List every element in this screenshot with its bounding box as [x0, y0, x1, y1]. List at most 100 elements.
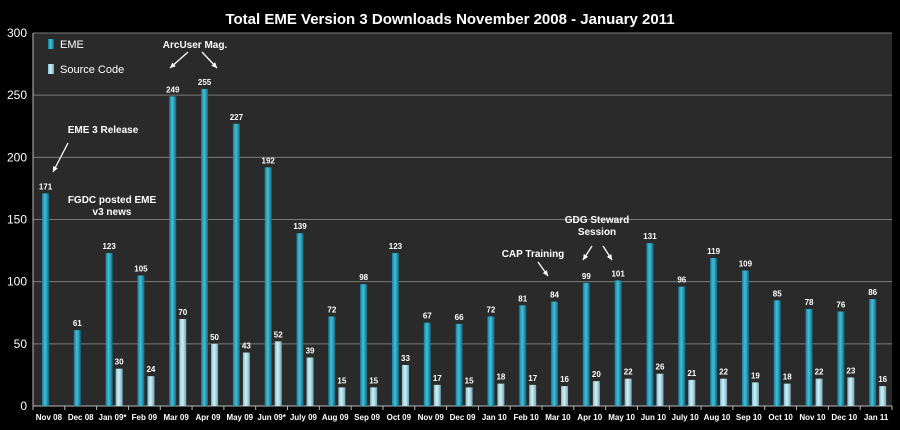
data-label-eme: 84 — [550, 291, 559, 300]
data-label-eme: 98 — [359, 273, 368, 282]
data-label-source-code: 24 — [146, 365, 155, 374]
x-tick-label: Aug 09 — [322, 413, 349, 422]
x-tick-label: Oct 10 — [768, 413, 793, 422]
x-tick-label: Sep 10 — [736, 413, 762, 422]
bar-source-code — [720, 378, 728, 406]
bar-source-code — [879, 386, 887, 406]
bar-eme — [391, 253, 399, 406]
data-label-source-code: 21 — [687, 369, 696, 378]
data-label-source-code: 39 — [306, 347, 315, 356]
bar-eme — [264, 167, 272, 406]
y-tick-label: 300 — [7, 26, 27, 40]
bar-source-code — [815, 378, 823, 406]
bar-source-code — [242, 352, 250, 406]
bar-source-code — [656, 373, 664, 406]
data-label-source-code: 26 — [656, 363, 665, 372]
arrow-head-icon — [542, 270, 548, 276]
data-label-source-code: 70 — [178, 308, 187, 317]
annotation-label: v3 news — [93, 207, 132, 218]
data-label-source-code: 33 — [401, 354, 410, 363]
data-label-source-code: 15 — [337, 376, 346, 385]
x-tick-label: May 10 — [608, 413, 635, 422]
x-tick-label: May 09 — [226, 413, 253, 422]
x-tick-label: Aug 10 — [704, 413, 731, 422]
data-label-eme: 81 — [518, 294, 527, 303]
data-label-source-code: 18 — [496, 373, 505, 382]
bar-eme — [646, 243, 654, 406]
data-label-eme: 78 — [805, 298, 814, 307]
data-label-source-code: 16 — [560, 375, 569, 384]
annotation-arrow — [52, 142, 69, 173]
bar-eme — [837, 311, 845, 406]
bar-source-code — [338, 387, 346, 406]
bar-eme — [678, 286, 686, 406]
bar-source-code — [274, 341, 282, 406]
bar-eme — [869, 299, 877, 406]
y-tick-label: 0 — [20, 399, 27, 413]
bar-eme — [423, 322, 431, 406]
data-label-eme: 67 — [423, 312, 432, 321]
bar-eme — [710, 258, 718, 406]
data-label-eme: 123 — [389, 242, 403, 251]
data-label-eme: 99 — [582, 272, 591, 281]
bar-source-code — [561, 386, 569, 406]
legend-label: Source Code — [60, 64, 124, 76]
bar-eme — [741, 270, 749, 406]
data-label-eme: 76 — [836, 301, 845, 310]
bar-source-code — [529, 384, 537, 406]
data-label-eme: 227 — [230, 113, 244, 122]
bar-source-code — [783, 383, 791, 406]
x-tick-label: Sep 09 — [354, 413, 380, 422]
x-tick-label: Jan 09* — [99, 413, 128, 422]
annotation-label: GDG Steward — [565, 215, 629, 226]
x-tick-label: Jan 10 — [482, 413, 507, 422]
bar-source-code — [370, 387, 378, 406]
bar-eme — [519, 305, 527, 406]
bar-eme — [232, 123, 240, 406]
data-label-eme: 119 — [707, 247, 720, 256]
data-label-source-code: 23 — [846, 366, 855, 375]
x-tick-label: Mar 09 — [163, 413, 189, 422]
data-label-eme: 192 — [262, 156, 276, 165]
x-tick-label: Nov 10 — [799, 413, 826, 422]
bar-source-code — [465, 387, 473, 406]
x-tick-label: Apr 09 — [196, 413, 221, 422]
bar-source-code — [592, 381, 600, 406]
data-label-eme: 61 — [73, 319, 82, 328]
x-tick-label: Jan 11 — [864, 413, 889, 422]
legend-swatch — [48, 39, 54, 49]
legend-label: EME — [60, 39, 84, 51]
arrow-head-icon — [53, 166, 58, 172]
bar-source-code — [497, 383, 505, 406]
x-tick-label: Jun 09* — [257, 413, 286, 422]
y-tick-label: 250 — [7, 88, 27, 102]
x-tick-label: Nov 08 — [36, 413, 63, 422]
data-label-eme: 101 — [611, 269, 625, 278]
bar-source-code — [115, 368, 123, 406]
annotation-label: Session — [578, 227, 616, 238]
data-label-eme: 139 — [293, 222, 307, 231]
data-label-eme: 66 — [455, 313, 464, 322]
x-tick-label: July 10 — [672, 413, 700, 422]
data-label-source-code: 18 — [783, 373, 792, 382]
bar-eme — [551, 301, 559, 406]
data-label-eme: 72 — [486, 305, 495, 314]
x-tick-label: July 09 — [290, 413, 318, 422]
x-tick-label: Mar 10 — [545, 413, 571, 422]
data-label-source-code: 16 — [878, 375, 887, 384]
bar-eme — [42, 193, 49, 406]
arrow-head-icon — [211, 62, 217, 68]
arrow-head-icon — [170, 62, 176, 68]
data-label-source-code: 52 — [274, 330, 283, 339]
bar-eme — [360, 284, 368, 406]
x-tick-label: Jun 10 — [641, 413, 667, 422]
bar-eme — [328, 316, 336, 406]
bar-eme — [487, 316, 495, 406]
data-label-source-code: 17 — [433, 374, 442, 383]
bar-eme — [201, 88, 209, 406]
data-label-source-code: 30 — [115, 358, 124, 367]
data-label-source-code: 22 — [719, 368, 728, 377]
data-label-eme: 109 — [739, 259, 753, 268]
annotation-label: EME 3 Release — [68, 125, 139, 136]
data-label-eme: 131 — [643, 232, 657, 241]
